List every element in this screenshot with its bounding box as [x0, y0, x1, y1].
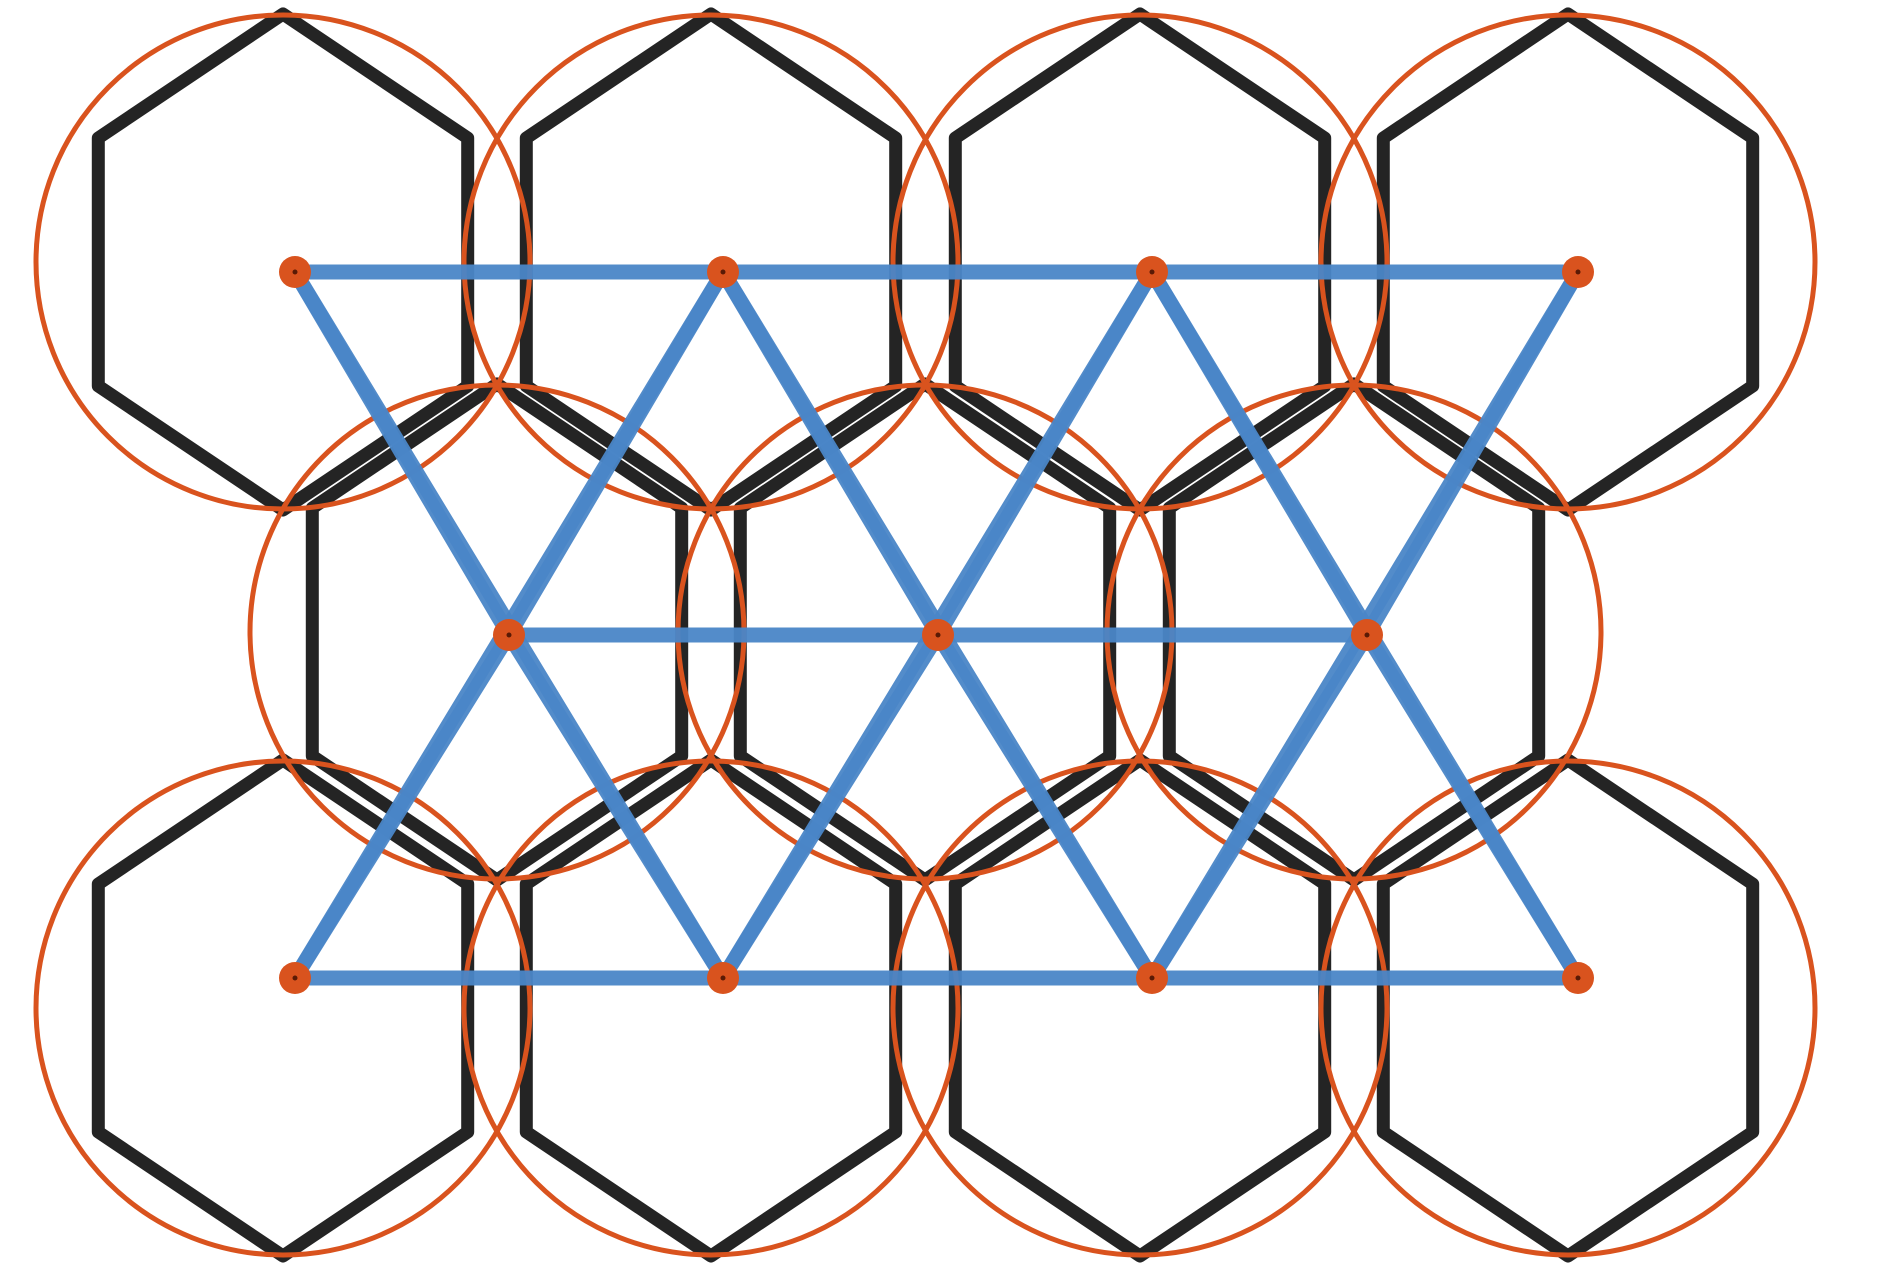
- network-node-center: [1575, 975, 1581, 981]
- circle-2-0: [33, 758, 533, 1258]
- network-node-center: [1149, 269, 1155, 275]
- network-node-center: [1364, 632, 1370, 638]
- circle-2-1: [461, 758, 961, 1258]
- network-node-center: [935, 632, 941, 638]
- network-node-center: [1575, 269, 1581, 275]
- network-node-center: [720, 269, 726, 275]
- hexagon-cell-2-2: [948, 753, 1332, 1263]
- circle-2-3: [1318, 758, 1818, 1258]
- network-node-center: [292, 269, 298, 275]
- hexagon-cell-2-3: [1376, 753, 1760, 1263]
- network-node-center: [1149, 975, 1155, 981]
- circle-packing: [33, 12, 1818, 1258]
- hexagon-cell-2-1: [519, 753, 903, 1263]
- hexagon-cell-2-0: [91, 753, 475, 1263]
- network-node-center: [720, 975, 726, 981]
- triangular-network: [287, 264, 1586, 986]
- network-node-center: [506, 632, 512, 638]
- circle-2-2: [890, 758, 1390, 1258]
- network-nodes: [279, 256, 1594, 994]
- network-node-center: [292, 975, 298, 981]
